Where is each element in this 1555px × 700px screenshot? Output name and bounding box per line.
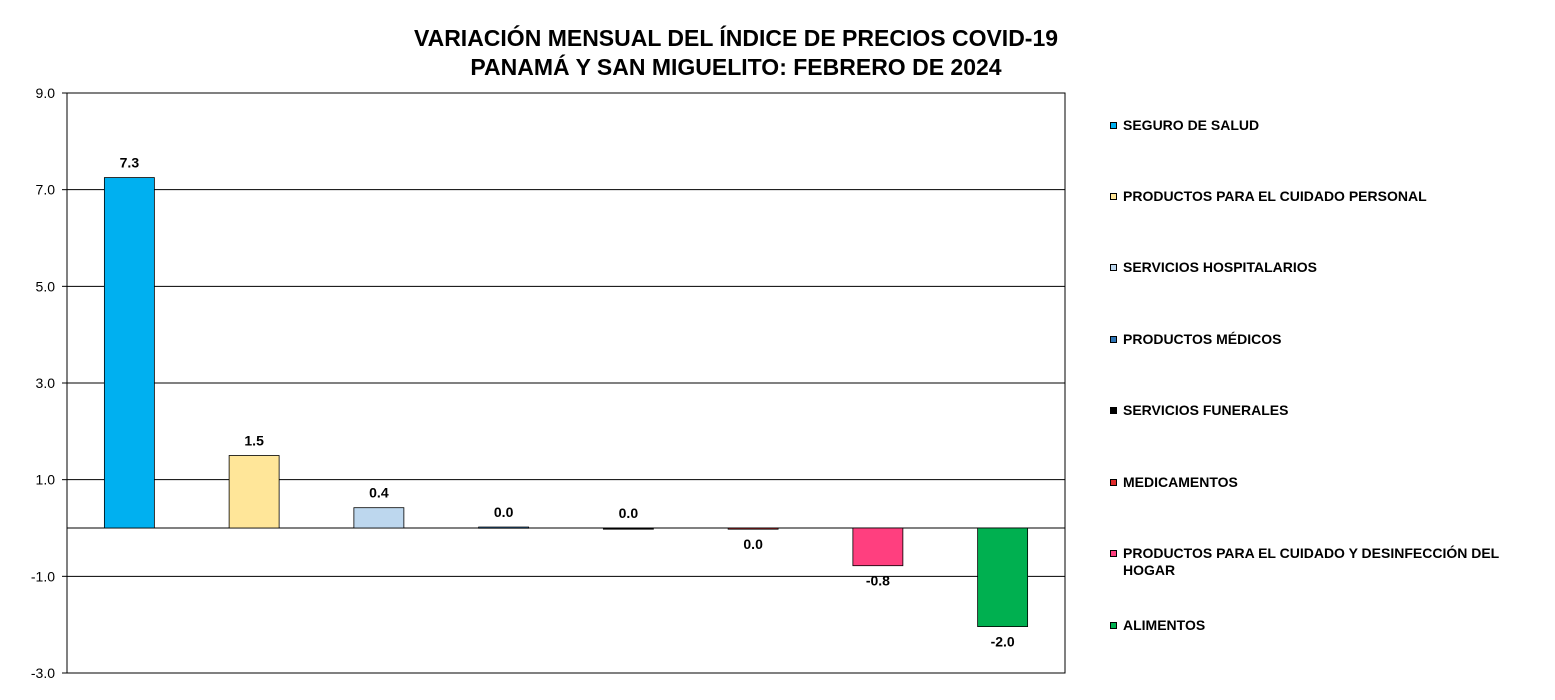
legend-label: ALIMENTOS bbox=[1123, 617, 1206, 633]
legend-label: MEDICAMENTOS bbox=[1123, 474, 1238, 490]
legend-swatch bbox=[1110, 550, 1117, 557]
legend-label: SERVICIOS FUNERALES bbox=[1123, 402, 1289, 418]
chart-legend: SEGURO DE SALUD PRODUCTOS PARA EL CUIDADO… bbox=[1110, 0, 1550, 700]
y-tick-label: 7.0 bbox=[36, 182, 56, 198]
legend-item: PRODUCTOS PARA EL CUIDADO PERSONAL bbox=[1110, 188, 1540, 205]
bar bbox=[478, 526, 530, 529]
bar bbox=[977, 527, 1029, 627]
y-tick-label: 5.0 bbox=[36, 278, 56, 294]
y-tick-label: -1.0 bbox=[31, 568, 55, 584]
legend-label: PRODUCTOS PARA EL CUIDADO Y DESINFECCIÓN… bbox=[1123, 545, 1499, 578]
y-tick-label: 3.0 bbox=[36, 375, 56, 391]
legend-swatch bbox=[1110, 407, 1117, 414]
data-label: 0.0 bbox=[743, 536, 763, 552]
legend-swatch bbox=[1110, 193, 1117, 200]
chart-title: VARIACIÓN MENSUAL DEL ÍNDICE DE PRECIOS … bbox=[0, 24, 1472, 82]
bar bbox=[353, 507, 405, 529]
y-tick-label: 1.0 bbox=[36, 472, 56, 488]
legend-label: PRODUCTOS PARA EL CUIDADO PERSONAL bbox=[1123, 188, 1427, 204]
bar bbox=[103, 177, 155, 529]
y-tick-label: -3.0 bbox=[31, 665, 55, 681]
legend-swatch bbox=[1110, 479, 1117, 486]
legend-item: PRODUCTOS PARA EL CUIDADO Y DESINFECCIÓN… bbox=[1110, 545, 1540, 579]
data-label: 0.4 bbox=[369, 485, 389, 501]
bar bbox=[228, 455, 280, 529]
legend-swatch bbox=[1110, 122, 1117, 129]
data-label: 0.0 bbox=[494, 504, 514, 520]
legend-item: PRODUCTOS MÉDICOS bbox=[1110, 331, 1540, 348]
legend-item: ALIMENTOS bbox=[1110, 617, 1540, 634]
chart-title-line-1: VARIACIÓN MENSUAL DEL ÍNDICE DE PRECIOS … bbox=[413, 25, 1059, 51]
legend-swatch bbox=[1110, 336, 1117, 343]
chart-title-line-2: PANAMÁ Y SAN MIGUELITO: FEBRERO DE 2024 bbox=[470, 54, 1002, 80]
bar bbox=[602, 527, 654, 530]
data-label: 1.5 bbox=[244, 433, 264, 449]
legend-swatch bbox=[1110, 622, 1117, 629]
legend-label: PRODUCTOS MÉDICOS bbox=[1123, 331, 1282, 347]
data-label: -2.0 bbox=[991, 634, 1015, 650]
bar bbox=[727, 527, 779, 530]
legend-label: SEGURO DE SALUD bbox=[1123, 117, 1260, 133]
legend-item: SEGURO DE SALUD bbox=[1110, 117, 1540, 134]
legend-label: SERVICIOS HOSPITALARIOS bbox=[1123, 259, 1317, 275]
bar bbox=[852, 527, 904, 567]
legend-item: SERVICIOS FUNERALES bbox=[1110, 402, 1540, 419]
data-label: 7.3 bbox=[120, 155, 140, 171]
bar-chart: 9.0 7.0 5.0 3.0 1.0 -1.0 -3.0 7.3 1.5 0.4 0.0 0.0 0.… bbox=[31, 85, 1066, 681]
y-tick-label: 9.0 bbox=[36, 85, 56, 101]
legend-item: SERVICIOS HOSPITALARIOS bbox=[1110, 259, 1540, 276]
data-label: -0.8 bbox=[866, 573, 890, 589]
plot-area bbox=[66, 92, 1066, 674]
data-label: 0.0 bbox=[619, 505, 639, 521]
legend-item: MEDICAMENTOS bbox=[1110, 474, 1540, 491]
legend-swatch bbox=[1110, 264, 1117, 271]
